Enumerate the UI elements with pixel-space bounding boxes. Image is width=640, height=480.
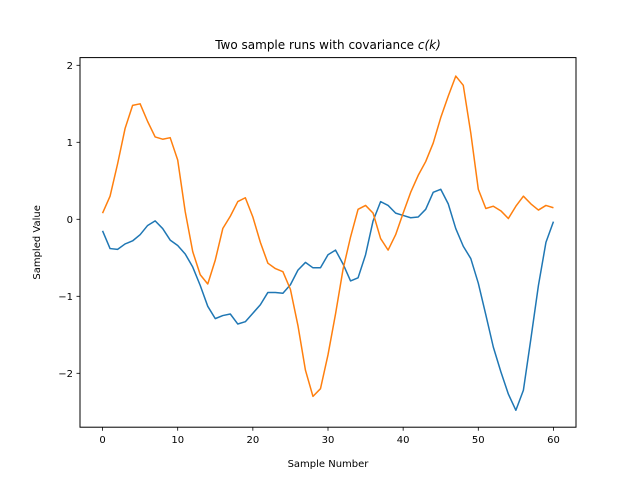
- x-tick-label: 50: [472, 435, 485, 446]
- y-tick-label: 1: [67, 138, 73, 149]
- x-tick-label: 10: [171, 435, 184, 446]
- x-tick-label: 0: [99, 435, 105, 446]
- x-tick-label: 20: [246, 435, 259, 446]
- chart-title: Two sample runs with covariance c(k): [214, 38, 441, 52]
- x-axis-label: Sample Number: [288, 459, 370, 470]
- x-tick-label: 30: [322, 435, 335, 446]
- y-tick-label: −2: [58, 369, 73, 380]
- y-tick-label: 0: [67, 215, 73, 226]
- series-layer: [101, 75, 555, 412]
- x-tick-label: 60: [547, 435, 560, 446]
- y-tick-label: −1: [58, 292, 73, 303]
- series-line-2: [101, 75, 554, 398]
- ticks-layer: 0 10 20 30 40 50 60 −2 −1 0 1 2: [58, 61, 560, 446]
- y-tick-label: 2: [67, 61, 73, 72]
- series-line-1: [101, 188, 555, 412]
- x-tick-label: 40: [397, 435, 410, 446]
- plot-frame: [79, 57, 577, 428]
- y-axis-label: Sampled Value: [32, 205, 43, 279]
